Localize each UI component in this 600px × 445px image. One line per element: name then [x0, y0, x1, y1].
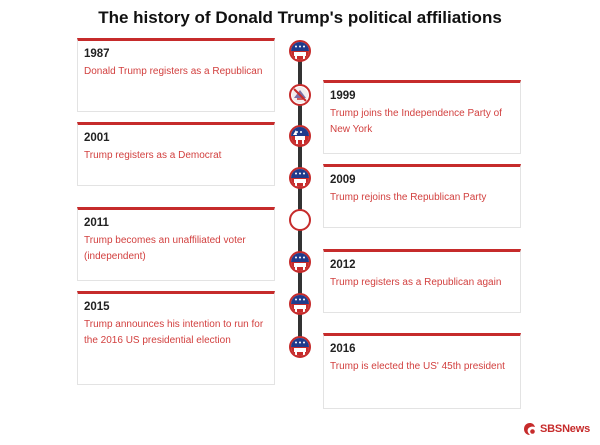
event-description: Trump registers as a Democrat	[84, 150, 222, 161]
timeline-card-1987: 1987 Donald Trump registers as a Republi…	[77, 38, 275, 112]
page-title: The history of Donald Trump's political …	[98, 8, 502, 27]
event-description: Trump becomes an unaffiliated voter (ind…	[84, 235, 246, 262]
republican-elephant-icon	[289, 251, 311, 273]
republican-elephant-icon	[289, 167, 311, 189]
timeline-card-2011: 2011 Trump becomes an unaffiliated voter…	[77, 207, 275, 281]
event-year: 2009	[330, 174, 356, 186]
republican-elephant-icon	[289, 293, 311, 315]
independence-party-icon	[289, 84, 311, 106]
republican-elephant-icon	[289, 336, 311, 358]
sbs-news-logo: SBSNews	[523, 421, 590, 437]
event-year: 2012	[330, 259, 356, 271]
event-year: 2011	[84, 217, 109, 229]
timeline-card-2001: 2001 Trump registers as a Democrat	[77, 122, 275, 186]
republican-elephant-icon	[289, 40, 311, 62]
event-description: Trump announces his intention to run for…	[84, 319, 264, 346]
event-description: Trump registers as a Republican again	[330, 277, 502, 288]
event-year: 2001	[84, 132, 110, 144]
event-description: Trump joins the Independence Party of Ne…	[330, 108, 502, 135]
timeline-card-2012: 2012 Trump registers as a Republican aga…	[323, 249, 521, 313]
timeline-card-2016: 2016 Trump is elected the US' 45th presi…	[323, 333, 521, 409]
democrat-donkey-icon	[289, 125, 311, 147]
event-year: 1987	[84, 48, 110, 60]
event-description: Donald Trump registers as a Republican	[84, 66, 263, 77]
event-year: 2016	[330, 343, 356, 355]
brand-name: SBSNews	[540, 423, 590, 435]
event-description: Trump is elected the US' 45th president	[330, 361, 505, 372]
event-year: 1999	[330, 90, 356, 102]
empty-circle-icon	[289, 209, 311, 231]
timeline-card-2009: 2009 Trump rejoins the Republican Party	[323, 164, 521, 228]
timeline-spine	[298, 50, 302, 350]
timeline-card-2015: 2015 Trump announces his intention to ru…	[77, 291, 275, 385]
timeline-card-1999: 1999 Trump joins the Independence Party …	[323, 80, 521, 154]
event-year: 2015	[84, 301, 110, 313]
event-description: Trump rejoins the Republican Party	[330, 192, 487, 203]
sbs-swirl-icon	[524, 423, 536, 435]
